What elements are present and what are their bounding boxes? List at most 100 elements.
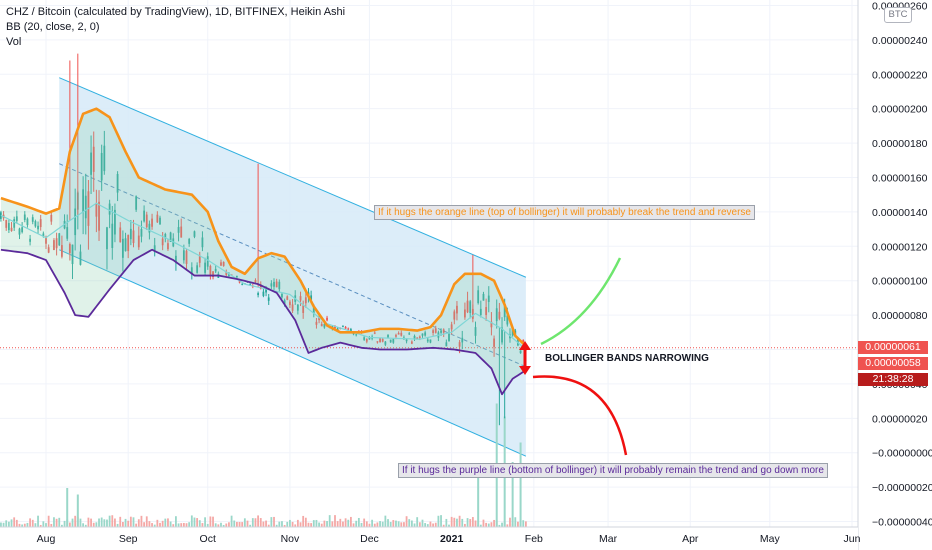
candle-body (426, 339, 429, 342)
volume-bar (461, 518, 464, 527)
volume-bar (198, 520, 201, 527)
candle-body (312, 305, 315, 314)
candle-body (387, 334, 389, 338)
volume-bar (58, 517, 61, 527)
volume-bar (259, 518, 262, 527)
candle-body (503, 304, 506, 318)
volume-bar (180, 523, 183, 527)
candle-body (334, 326, 336, 329)
volume-bar (320, 523, 323, 527)
candle-body (119, 227, 122, 243)
volume-bar (310, 523, 313, 527)
candle-body (445, 342, 448, 347)
candle-body (137, 235, 140, 248)
time-tick-label: May (760, 533, 781, 545)
currency-badge[interactable]: BTC (884, 7, 912, 23)
volume-bar (132, 517, 135, 527)
annotation-top: If it hugs the orange line (top of bolli… (374, 205, 755, 220)
volume-bar (418, 522, 421, 527)
volume-bar (10, 519, 13, 527)
volume-bar (299, 522, 302, 527)
candle-body (519, 350, 522, 354)
time-tick-label: Mar (599, 533, 618, 545)
time-axis[interactable]: Aug Sep Oct Nov Dec 2021 Feb Mar Apr May Jun (0, 526, 861, 550)
volume-bar (289, 519, 291, 527)
price-tick-label: 0.00000080 (872, 310, 928, 322)
candle-body (450, 324, 453, 330)
volume-bar (273, 516, 275, 527)
volume-bar (429, 521, 432, 527)
candle-body (429, 339, 432, 343)
channel-lower-line (59, 249, 527, 457)
volume-bar (291, 521, 294, 527)
candle-body (124, 238, 127, 252)
candle-body (474, 327, 477, 336)
volume-bar (143, 522, 145, 527)
candle-body (495, 308, 498, 322)
volume-bar (53, 517, 55, 527)
candle-body (286, 296, 289, 300)
volume-bar (95, 522, 98, 527)
candle-body (228, 273, 230, 277)
candle-body (121, 238, 124, 258)
volume-bar (214, 523, 217, 527)
volume-bar (294, 524, 297, 527)
volume-bar (445, 518, 448, 527)
candle-body (209, 265, 212, 275)
candle-body (31, 217, 34, 222)
band-fill (0, 108, 526, 395)
candle-body (82, 189, 85, 213)
volume-bar (235, 521, 238, 527)
volume-bar (243, 518, 246, 527)
volume-bar (50, 523, 53, 527)
candle-body (376, 341, 379, 343)
candle-body (323, 324, 326, 328)
volume-bar (336, 521, 339, 527)
volume-bar (450, 516, 453, 527)
volume-bar (182, 522, 185, 527)
volume-bar (466, 518, 469, 527)
narrowing-arrow-down-head (519, 366, 531, 375)
candle-body (482, 293, 485, 301)
volume-bar (230, 515, 233, 527)
volume-bar (437, 515, 440, 527)
volume-bar (379, 521, 381, 527)
volume-bar (493, 519, 495, 527)
volume-bar (175, 516, 177, 527)
candle-body (53, 240, 55, 250)
candle-body (257, 293, 260, 296)
bullish-projection-curve (540, 257, 622, 346)
candle-body (47, 247, 50, 253)
candle-body (71, 244, 74, 265)
candle-body (477, 290, 480, 304)
volume-bar (342, 521, 344, 527)
volume-bar (254, 518, 257, 527)
volume-bar (18, 523, 21, 527)
candle-body (392, 339, 395, 343)
candle-body (511, 328, 514, 336)
price-axis-bg (858, 0, 932, 550)
time-tick-label: Jun (844, 533, 861, 545)
candle-body (7, 223, 10, 231)
price-tick-label: 0.00000200 (872, 104, 928, 116)
candle-body (275, 281, 278, 288)
candle-body (167, 243, 169, 250)
volume-bar (87, 517, 90, 527)
time-tick-label: Dec (360, 533, 379, 545)
candle-body (185, 250, 188, 264)
candle-body (55, 238, 58, 249)
candle-body (432, 330, 434, 333)
volume-bar (257, 515, 260, 527)
volume-bar (448, 524, 450, 527)
volume-bar (233, 520, 236, 527)
volume-bar (395, 520, 397, 527)
volume-bar (241, 522, 244, 527)
volume-bar (517, 521, 519, 527)
volume-bar (34, 523, 37, 527)
candle-body (249, 283, 252, 286)
price-tick-label: −0.00000000 (872, 448, 932, 460)
volume-bar (151, 523, 153, 527)
candle-body (405, 339, 408, 342)
price-axis[interactable]: 0.000002600.000002400.000002200.00000200… (857, 0, 932, 550)
